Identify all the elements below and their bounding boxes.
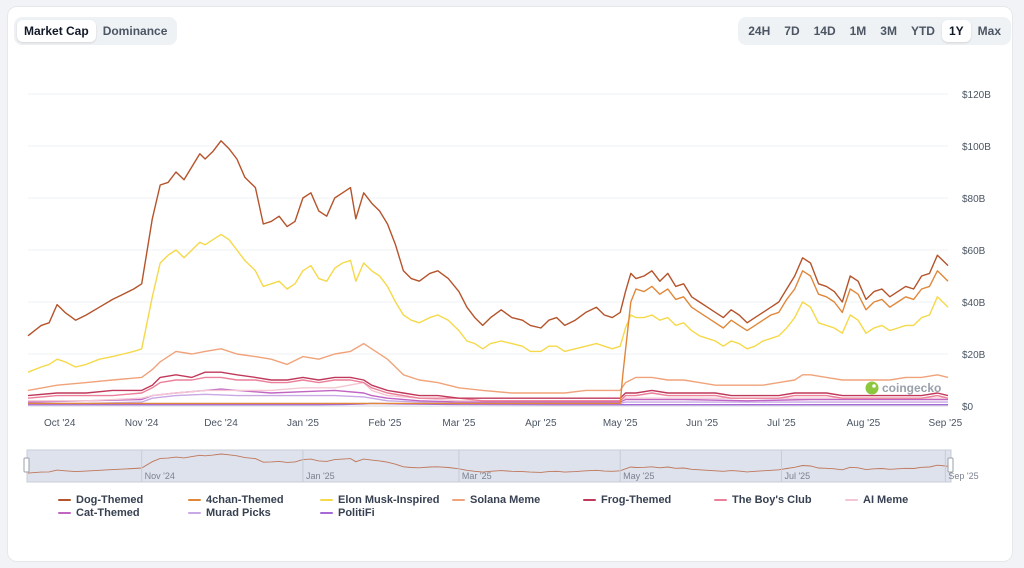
range-1y[interactable]: 1Y — [941, 20, 971, 42]
navigator-window[interactable] — [26, 449, 952, 483]
x-tick-label: Mar '25 — [442, 418, 475, 429]
range-1m[interactable]: 1M — [849, 24, 867, 38]
navigator-series-line — [27, 453, 949, 474]
legend-swatch — [58, 499, 71, 501]
legend-item-frog-themed[interactable]: Frog-Themed — [583, 494, 671, 506]
legend-swatch — [320, 512, 333, 514]
legend-swatch — [188, 512, 201, 514]
gecko-eye-icon — [872, 384, 876, 388]
range-7d[interactable]: 7D — [784, 24, 800, 38]
legend-item-ai-meme[interactable]: AI Meme — [845, 494, 908, 506]
grid-lines — [28, 93, 948, 407]
x-tick-label: Apr '25 — [525, 418, 557, 429]
series-line-4chan-themed[interactable] — [28, 270, 949, 405]
series-line-frog-themed[interactable] — [27, 371, 949, 399]
series-line-ai-meme[interactable] — [28, 381, 948, 402]
navigator-tick-label: Nov '24 — [145, 471, 175, 481]
range-24h[interactable]: 24H — [748, 24, 771, 38]
series-line-the-boy-s-club[interactable] — [27, 376, 949, 402]
legend-label: Solana Meme — [470, 494, 541, 506]
range-max[interactable]: Max — [977, 24, 1001, 38]
legend-label: Frog-Themed — [601, 494, 672, 506]
legend-item-politifi[interactable]: PolitiFi — [320, 507, 375, 519]
navigator-tick-label: Sep '25 — [948, 471, 978, 481]
x-tick-label: May '25 — [603, 418, 638, 429]
tab-dominance[interactable]: Dominance — [102, 24, 168, 38]
legend-swatch — [320, 499, 333, 501]
legend-item-the-boy-s-club[interactable]: The Boy's Club — [714, 494, 812, 506]
legend-swatch — [714, 499, 727, 501]
range-14d[interactable]: 14D — [813, 24, 836, 38]
y-tick-label: $100B — [962, 142, 991, 153]
navigator-left-handle[interactable] — [23, 457, 30, 473]
legend-item-murad-picks[interactable]: Murad Picks — [188, 507, 271, 519]
legend-item-4chan-themed[interactable]: 4chan-Themed — [188, 494, 284, 506]
legend-swatch — [188, 499, 201, 501]
legend-swatch — [583, 499, 596, 501]
x-tick-label: Jan '25 — [287, 418, 319, 429]
series-line-murad-picks[interactable] — [28, 393, 948, 405]
legend-label: Elon Musk-Inspired — [338, 494, 440, 506]
legend-label: 4chan-Themed — [206, 494, 284, 506]
y-axis: $0 $20B $40B $60B $80B $100B $120B — [962, 90, 991, 413]
y-tick-label: $120B — [962, 90, 991, 101]
range-navigator[interactable]: Nov '24 Jan '25 Mar '25 May '25 Jul '25 Sep '… — [23, 449, 979, 483]
series-line-dog-themed[interactable] — [27, 140, 949, 337]
x-axis: Oct '24 Nov '24 Dec '24 Jan '25 Feb '25 Mar '… — [44, 418, 963, 429]
legend-swatch — [452, 499, 465, 501]
gecko-logo-icon — [865, 381, 879, 395]
range-ytd[interactable]: YTD — [910, 24, 935, 38]
series-line-solana-meme[interactable] — [27, 342, 949, 394]
x-tick-label: Oct '24 — [44, 418, 76, 429]
y-tick-label: $0 — [962, 402, 974, 413]
y-tick-label: $80B — [962, 194, 986, 205]
watermark-text: coingecko — [882, 381, 941, 395]
x-tick-label: Jul '25 — [767, 418, 796, 429]
legend-item-cat-themed[interactable]: Cat-Themed — [58, 507, 140, 519]
legend-swatch — [845, 499, 858, 501]
legend-label: Murad Picks — [206, 507, 271, 519]
legend-item-dog-themed[interactable]: Dog-Themed — [58, 494, 143, 506]
legend-item-solana-meme[interactable]: Solana Meme — [452, 494, 540, 506]
x-tick-label: Aug '25 — [847, 418, 881, 429]
legend-label: Cat-Themed — [76, 507, 140, 519]
tab-market-cap[interactable]: Market Cap — [17, 20, 96, 42]
y-tick-label: $40B — [962, 298, 986, 309]
navigator-right-handle[interactable] — [947, 457, 954, 473]
legend-label: AI Meme — [863, 494, 909, 506]
navigator-tick-label: Jan '25 — [306, 471, 335, 481]
x-tick-label: Dec '24 — [204, 418, 238, 429]
series-lines — [27, 140, 949, 406]
y-tick-label: $60B — [962, 246, 986, 257]
metric-toggle: Market Cap Dominance — [14, 17, 178, 45]
x-tick-label: Nov '24 — [125, 418, 159, 429]
range-3m[interactable]: 3M — [880, 24, 897, 38]
navigator-line — [27, 453, 949, 474]
series-line-elon-musk-inspired[interactable] — [27, 233, 949, 373]
legend-label: PolitiFi — [338, 507, 375, 519]
y-tick-label: $20B — [962, 350, 986, 361]
navigator-tick-label: May '25 — [623, 471, 654, 481]
x-tick-label: Sep '25 — [929, 418, 963, 429]
navigator-tick-label: Jul '25 — [784, 471, 810, 481]
time-range-toggle: 24H 7D 14D 1M 3M YTD 1Y Max — [738, 17, 1011, 45]
legend-label: The Boy's Club — [732, 494, 812, 506]
navigator-tick-label: Mar '25 — [462, 471, 492, 481]
legend-label: Dog-Themed — [76, 494, 144, 506]
legend-swatch — [58, 512, 71, 514]
x-tick-label: Jun '25 — [686, 418, 718, 429]
legend-item-elon-musk-inspired[interactable]: Elon Musk-Inspired — [320, 494, 439, 506]
x-tick-label: Feb '25 — [368, 418, 401, 429]
navigator-ticks: Nov '24 Jan '25 Mar '25 May '25 Jul '25 Sep '… — [141, 450, 979, 482]
coingecko-watermark: coingecko — [865, 381, 941, 395]
